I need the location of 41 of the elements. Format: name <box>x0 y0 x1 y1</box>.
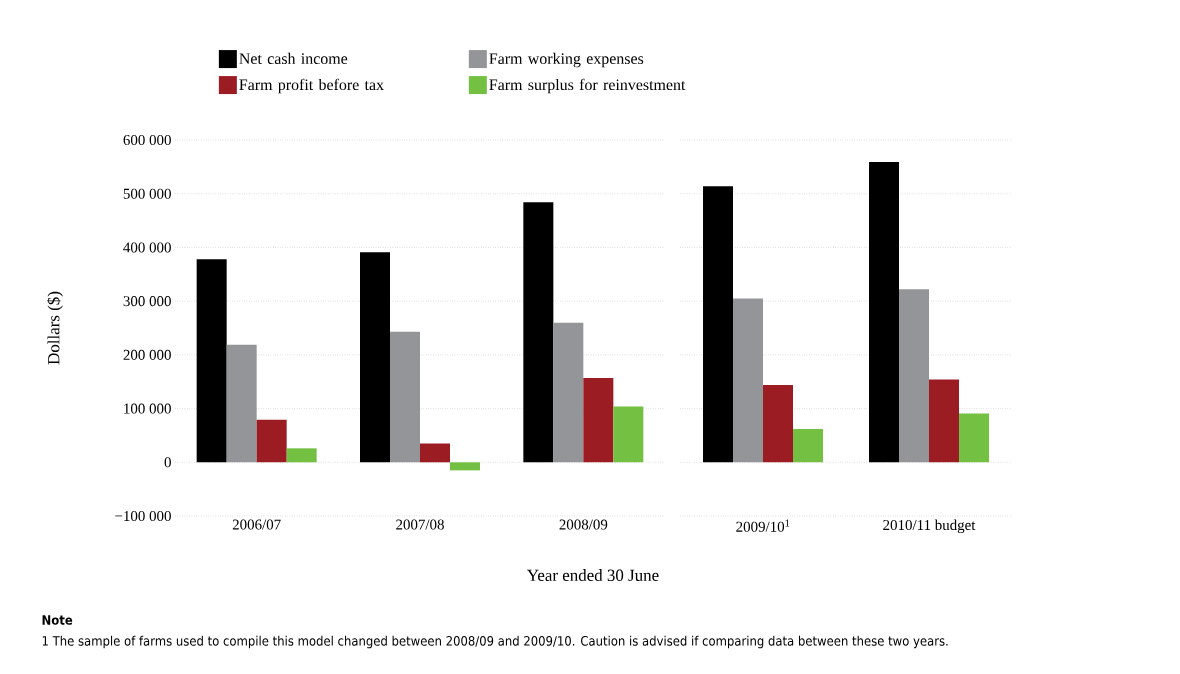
bar <box>360 252 390 463</box>
y-tick-label: 400 000 <box>123 242 171 253</box>
x-tick-label: 2010/11 budget <box>883 519 976 534</box>
x-tick-label: 2007/08 <box>396 519 444 530</box>
bar <box>553 322 584 463</box>
x-axis-title: Year ended 30 June <box>526 569 659 581</box>
bar <box>226 344 257 463</box>
bar <box>390 331 420 463</box>
bar <box>899 289 930 463</box>
legend-label: Farm profit before tax <box>239 78 384 94</box>
y-tick-label: 500 000 <box>123 188 171 199</box>
bar <box>613 406 644 463</box>
bar <box>763 384 794 463</box>
x-tick-label: 2008/09 <box>559 519 608 530</box>
bar <box>196 259 227 463</box>
text: Note <box>42 615 73 625</box>
y-tick-label: −100 000 <box>115 510 171 522</box>
bar <box>959 413 990 463</box>
bar <box>286 448 317 463</box>
legend-label: Farm working expenses <box>489 52 644 68</box>
y-tick-label: 200 000 <box>123 349 171 360</box>
bar <box>450 462 480 471</box>
bar <box>793 428 824 463</box>
bar <box>256 419 287 463</box>
y-tick-label: 0 <box>164 457 171 468</box>
x-tick-label: 2006/07 <box>232 519 281 530</box>
bar <box>703 186 734 463</box>
bar <box>420 443 450 463</box>
bar <box>733 298 764 463</box>
legend-label: Farm surplus for reinvestment <box>489 78 686 94</box>
bar <box>869 162 900 463</box>
y-tick-label: 300 000 <box>123 296 171 307</box>
y-tick-label: 600 000 <box>123 134 171 146</box>
x-tick-label: 2009/10$^{1}$ <box>736 519 790 532</box>
bar <box>929 379 960 463</box>
y-axis-title: Dollars ($) <box>47 291 63 365</box>
legend-label: Net cash income <box>239 52 348 65</box>
text: 1 The sample of farms used to compile this model changed between 2008/09 and 2009/10. Caution is advised if comparing data between these two years. <box>42 635 948 649</box>
bar <box>523 202 554 463</box>
y-tick-label: 100 000 <box>124 403 171 414</box>
bar <box>583 377 614 463</box>
